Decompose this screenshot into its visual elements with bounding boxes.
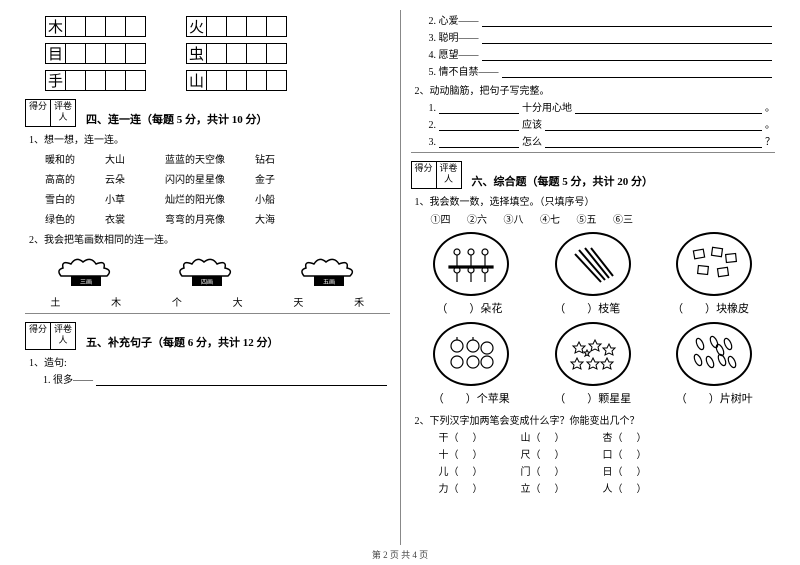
- grid-row-3: 手 山: [45, 70, 390, 91]
- blank-line: [482, 34, 773, 44]
- blank-line: [575, 104, 762, 114]
- score-label: 得分: [25, 99, 51, 127]
- page-footer: 第 2 页 共 4 页: [0, 548, 800, 561]
- grid-block: 虫: [186, 43, 287, 64]
- blank-line: [502, 68, 773, 78]
- grid-row-1: 木 火: [45, 16, 390, 37]
- sentence-fill: 1.十分用心地。: [429, 99, 776, 114]
- grader-label: 评卷人: [436, 161, 462, 189]
- score-box: 得分 评卷人: [25, 322, 76, 350]
- circle-row-1: [411, 232, 776, 296]
- match-row: 高高的 云朵 闪闪的星星像 金子: [45, 171, 390, 186]
- char-cell: 手: [45, 70, 66, 91]
- blank-line: [439, 104, 519, 114]
- flowers-icon: [433, 232, 509, 296]
- divider: [25, 313, 390, 314]
- flower-pot-icon: 四画: [172, 254, 242, 290]
- stars-icon: [555, 322, 631, 386]
- char-cell: 虫: [186, 43, 207, 64]
- q4-1: 1、想一想，连一连。: [29, 131, 390, 146]
- char-grid-area: 木 火 目 虫 手: [25, 16, 390, 91]
- score-label: 得分: [411, 161, 437, 189]
- blank-line: [96, 376, 387, 386]
- section4-header: 得分 评卷人 四、连一连（每题 5 分，共计 10 分）: [25, 99, 390, 127]
- grader-label: 评卷人: [50, 99, 76, 127]
- hz-row: 干（） 山（） 杏（）: [439, 429, 776, 444]
- blank-line: [482, 51, 773, 61]
- char-cell: 木: [45, 16, 66, 37]
- q6-1: 1、我会数一数，选择填空。（只填序号）: [415, 193, 776, 208]
- section5-title: 五、补充句子（每题 6 分，共计 12 分）: [86, 334, 279, 350]
- pencils-icon: [555, 232, 631, 296]
- score-box: 得分 评卷人: [411, 161, 462, 189]
- q5-1: 1、造句:: [29, 354, 390, 369]
- flower-pot-icon: 三画: [51, 254, 121, 290]
- divider: [411, 152, 776, 153]
- char-cell: 目: [45, 43, 66, 64]
- q6-2: 2、下列汉字加两笔会变成什么字？你能变出几个？: [415, 412, 776, 427]
- leaves-icon: [676, 322, 752, 386]
- fill-line: 3. 聪明——: [429, 29, 776, 44]
- fill-line: 4. 愿望——: [429, 46, 776, 61]
- blank-line: [545, 138, 762, 148]
- q4-2: 2、我会把笔画数相同的连一连。: [29, 231, 390, 246]
- dish-labels: 土 木 个 大 天 禾: [25, 294, 390, 309]
- q5-2: 2、动动脑筋，把句子写完整。: [415, 82, 776, 97]
- grid-block: 木: [45, 16, 146, 37]
- sentence-fill: 2.应该。: [429, 116, 776, 131]
- svg-text:四画: 四画: [201, 279, 213, 286]
- circle-row-2: [411, 322, 776, 386]
- erasers-icon: [676, 232, 752, 296]
- grader-label: 评卷人: [50, 322, 76, 350]
- grid-block: 火: [186, 16, 287, 37]
- match-row: 暖和的 大山 蓝蓝的天空像 钻石: [45, 151, 390, 166]
- hz-row: 儿（） 门（） 日（）: [439, 463, 776, 478]
- blank-line: [482, 17, 773, 27]
- fill-line: 2. 心爱——: [429, 12, 776, 27]
- section5-header: 得分 评卷人 五、补充句子（每题 6 分，共计 12 分）: [25, 322, 390, 350]
- sentence-fill: 3.怎么？: [429, 133, 776, 148]
- grid-block: 目: [45, 43, 146, 64]
- svg-text:三画: 三画: [80, 279, 92, 286]
- caption-row-2: （ ）个苹果 （ ）颗星星 （ ）片树叶: [411, 390, 776, 406]
- blank-line: [439, 138, 519, 148]
- flower-pot-icon: 五画: [294, 254, 364, 290]
- left-column: 木 火 目 虫 手: [15, 10, 401, 545]
- dish-row: 三画 四画 五画: [25, 254, 390, 290]
- char-cell: 山: [186, 70, 207, 91]
- fill-line: 5. 情不自禁——: [429, 63, 776, 78]
- caption-row-1: （ ）朵花 （ ）枝笔 （ ）块橡皮: [411, 300, 776, 316]
- section6-title: 六、综合题（每题 5 分，共计 20 分）: [472, 173, 654, 189]
- match-table: 暖和的 大山 蓝蓝的天空像 钻石 高高的 云朵 闪闪的星星像 金子 雪白的 小草…: [45, 151, 390, 226]
- score-box: 得分 评卷人: [25, 99, 76, 127]
- section4-title: 四、连一连（每题 5 分，共计 10 分）: [86, 111, 268, 127]
- score-label: 得分: [25, 322, 51, 350]
- hz-row: 力（） 立（） 人（）: [439, 480, 776, 495]
- blank-line: [545, 121, 762, 131]
- right-column: 2. 心爱—— 3. 聪明—— 4. 愿望—— 5. 情不自禁—— 2、动动脑筋…: [401, 10, 786, 545]
- svg-text:五画: 五画: [323, 279, 335, 286]
- match-row: 绿色的 衣裳 弯弯的月亮像 大海: [45, 211, 390, 226]
- choice-row: ①四 ②六 ③八 ④七 ⑤五 ⑥三: [431, 211, 776, 226]
- fill-line: 1. 很多——: [43, 371, 390, 386]
- apples-icon: [433, 322, 509, 386]
- hanzi-table: 干（） 山（） 杏（） 十（） 尺（） 口（） 儿（） 门（） 日（） 力（） …: [439, 429, 776, 495]
- char-cell: 火: [186, 16, 207, 37]
- section6-header: 得分 评卷人 六、综合题（每题 5 分，共计 20 分）: [411, 161, 776, 189]
- grid-block: 山: [186, 70, 287, 91]
- grid-block: 手: [45, 70, 146, 91]
- hz-row: 十（） 尺（） 口（）: [439, 446, 776, 461]
- blank-line: [439, 121, 519, 131]
- match-row: 雪白的 小草 灿烂的阳光像 小船: [45, 191, 390, 206]
- grid-row-2: 目 虫: [45, 43, 390, 64]
